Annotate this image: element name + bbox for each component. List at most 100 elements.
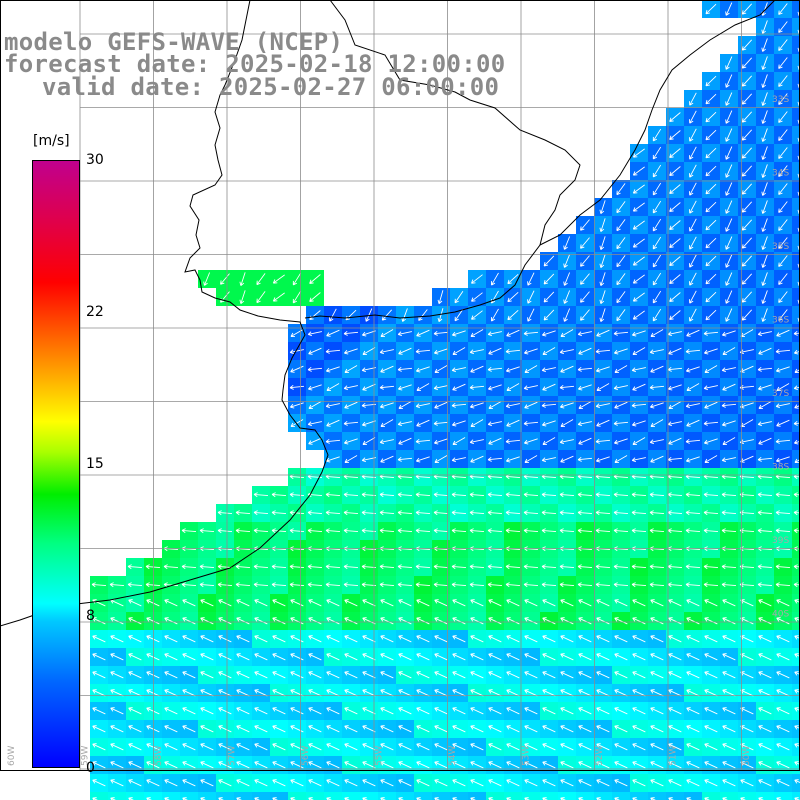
- wind-arrow: [290, 707, 304, 715]
- wind-arrow: [92, 761, 106, 769]
- latitude-label: 35S: [772, 242, 789, 252]
- wind-arrow: [254, 671, 268, 679]
- wind-arrow: [182, 725, 196, 733]
- wind-arrow: [290, 653, 304, 661]
- wind-arrow: [542, 653, 556, 661]
- wind-speed-cell: [792, 720, 800, 738]
- wind-arrow: [507, 291, 519, 303]
- wind-arrow: [580, 273, 590, 285]
- wind-arrow: [271, 492, 287, 498]
- wind-arrow: [704, 438, 718, 445]
- wind-arrow: [704, 455, 718, 464]
- wind-arrow: [632, 635, 646, 643]
- wind-arrow: [127, 582, 143, 588]
- wind-arrow: [362, 383, 376, 391]
- wind-arrow: [199, 564, 215, 570]
- wind-arrow: [217, 564, 233, 570]
- wind-arrow: [469, 492, 485, 498]
- wind-arrow: [289, 528, 305, 534]
- wind-arrow: [778, 21, 788, 33]
- wind-arrow: [254, 689, 268, 697]
- wind-arrow: [632, 779, 646, 787]
- wind-arrow: [487, 510, 503, 516]
- wind-arrow: [741, 183, 753, 195]
- wind-arrow: [776, 366, 790, 373]
- wind-arrow: [669, 166, 681, 176]
- wind-arrow: [523, 330, 539, 336]
- wind-arrow: [362, 779, 376, 787]
- wind-arrow: [361, 367, 376, 373]
- wind-arrow: [524, 438, 538, 445]
- wind-arrow: [110, 653, 124, 661]
- wind-arrow: [668, 707, 682, 715]
- wind-arrow: [487, 492, 503, 498]
- wind-arrow: [523, 492, 539, 498]
- longitude-label: 57W: [228, 746, 238, 766]
- forecast-date: forecast date: 2025-02-18 12:00:00: [4, 50, 506, 78]
- wind-arrow: [725, 218, 733, 232]
- wind-arrow: [110, 689, 124, 697]
- colorbar: [32, 160, 80, 768]
- wind-arrow: [596, 707, 610, 715]
- wind-arrow: [793, 385, 800, 391]
- wind-arrow: [92, 671, 106, 679]
- wind-arrow: [488, 437, 502, 445]
- wind-arrow: [632, 743, 646, 751]
- wind-arrow: [776, 599, 790, 607]
- wind-arrow: [343, 420, 359, 426]
- wind-arrow: [416, 761, 430, 769]
- wind-arrow: [613, 510, 629, 516]
- wind-arrow: [722, 725, 736, 733]
- wind-arrow: [272, 761, 286, 769]
- wind-arrow: [632, 202, 645, 212]
- wind-arrow: [595, 528, 611, 534]
- wind-arrow: [146, 599, 160, 607]
- wind-arrow: [434, 707, 448, 715]
- wind-arrow: [650, 617, 664, 625]
- wind-arrow: [217, 582, 233, 588]
- wind-arrow: [631, 402, 647, 408]
- wind-arrow: [596, 761, 610, 769]
- wind-arrow: [217, 510, 233, 516]
- wind-arrow: [560, 671, 574, 679]
- wind-arrow: [559, 582, 575, 588]
- wind-arrow: [470, 402, 484, 409]
- wind-arrow: [705, 3, 717, 15]
- wind-arrow: [761, 74, 768, 88]
- wind-arrow: [650, 671, 664, 679]
- wind-arrow: [778, 255, 788, 267]
- wind-arrow: [741, 3, 753, 15]
- wind-arrow: [761, 290, 768, 304]
- wind-arrow: [236, 761, 250, 769]
- wind-arrow: [794, 404, 800, 409]
- wind-arrow: [669, 256, 681, 266]
- wind-arrow: [560, 743, 574, 751]
- wind-arrow: [506, 653, 520, 661]
- wind-arrow: [668, 689, 682, 697]
- wind-arrow: [146, 743, 160, 751]
- wind-arrow: [397, 564, 413, 570]
- wind-arrow: [272, 292, 285, 302]
- wind-arrow: [758, 617, 772, 625]
- wind-arrow: [92, 707, 106, 715]
- wind-speed-cell: [360, 792, 378, 800]
- wind-arrow: [308, 707, 322, 715]
- wind-arrow: [146, 779, 160, 787]
- wind-arrow: [560, 689, 574, 697]
- wind-arrow: [326, 383, 340, 392]
- wind-arrow: [451, 510, 467, 516]
- wind-speed-cell: [252, 792, 270, 800]
- wind-arrow: [705, 309, 717, 321]
- wind-arrow: [649, 582, 665, 588]
- wind-arrow: [289, 564, 305, 570]
- wind-arrow: [235, 528, 251, 534]
- wind-arrow: [454, 290, 464, 304]
- wind-arrow: [236, 779, 250, 787]
- wind-arrow: [616, 273, 626, 286]
- wind-arrow: [595, 510, 611, 516]
- wind-arrow: [596, 743, 610, 751]
- wind-arrow: [329, 308, 337, 322]
- wind-arrow: [652, 146, 662, 160]
- wind-arrow: [725, 272, 733, 286]
